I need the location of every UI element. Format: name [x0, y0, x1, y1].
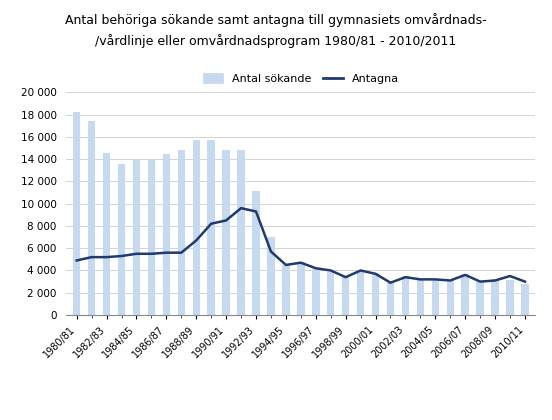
Bar	[461, 274, 469, 315]
Bar	[208, 140, 215, 315]
Bar	[506, 281, 514, 315]
Bar	[476, 281, 484, 315]
Bar	[118, 164, 125, 315]
Bar	[193, 140, 200, 315]
Text: /vårdlinje eller omvårdnadsprogram 1980/81 - 2010/2011: /vårdlinje eller omvårdnadsprogram 1980/…	[95, 34, 457, 47]
Bar	[357, 270, 364, 315]
Bar	[387, 283, 394, 315]
Bar	[103, 152, 110, 315]
Bar	[372, 273, 379, 315]
Bar	[163, 154, 170, 315]
Bar	[88, 121, 95, 315]
Bar	[237, 150, 245, 315]
Bar	[312, 269, 320, 315]
Bar	[178, 150, 185, 315]
Bar	[267, 237, 275, 315]
Bar	[222, 150, 230, 315]
Bar	[282, 265, 290, 315]
Bar	[342, 277, 349, 315]
Bar	[432, 279, 439, 315]
Text: Antal behöriga sökande samt antagna till gymnasiets omvårdnads-: Antal behöriga sökande samt antagna till…	[65, 13, 487, 26]
Bar	[491, 279, 499, 315]
Bar	[132, 160, 140, 315]
Bar	[402, 276, 409, 315]
Bar	[148, 160, 155, 315]
Bar	[327, 272, 335, 315]
Bar	[73, 113, 81, 315]
Legend: Antal sökande, Antagna: Antal sökande, Antagna	[199, 69, 403, 88]
Bar	[417, 279, 424, 315]
Bar	[252, 192, 260, 315]
Bar	[521, 284, 529, 315]
Bar	[297, 262, 305, 315]
Bar	[447, 281, 454, 315]
